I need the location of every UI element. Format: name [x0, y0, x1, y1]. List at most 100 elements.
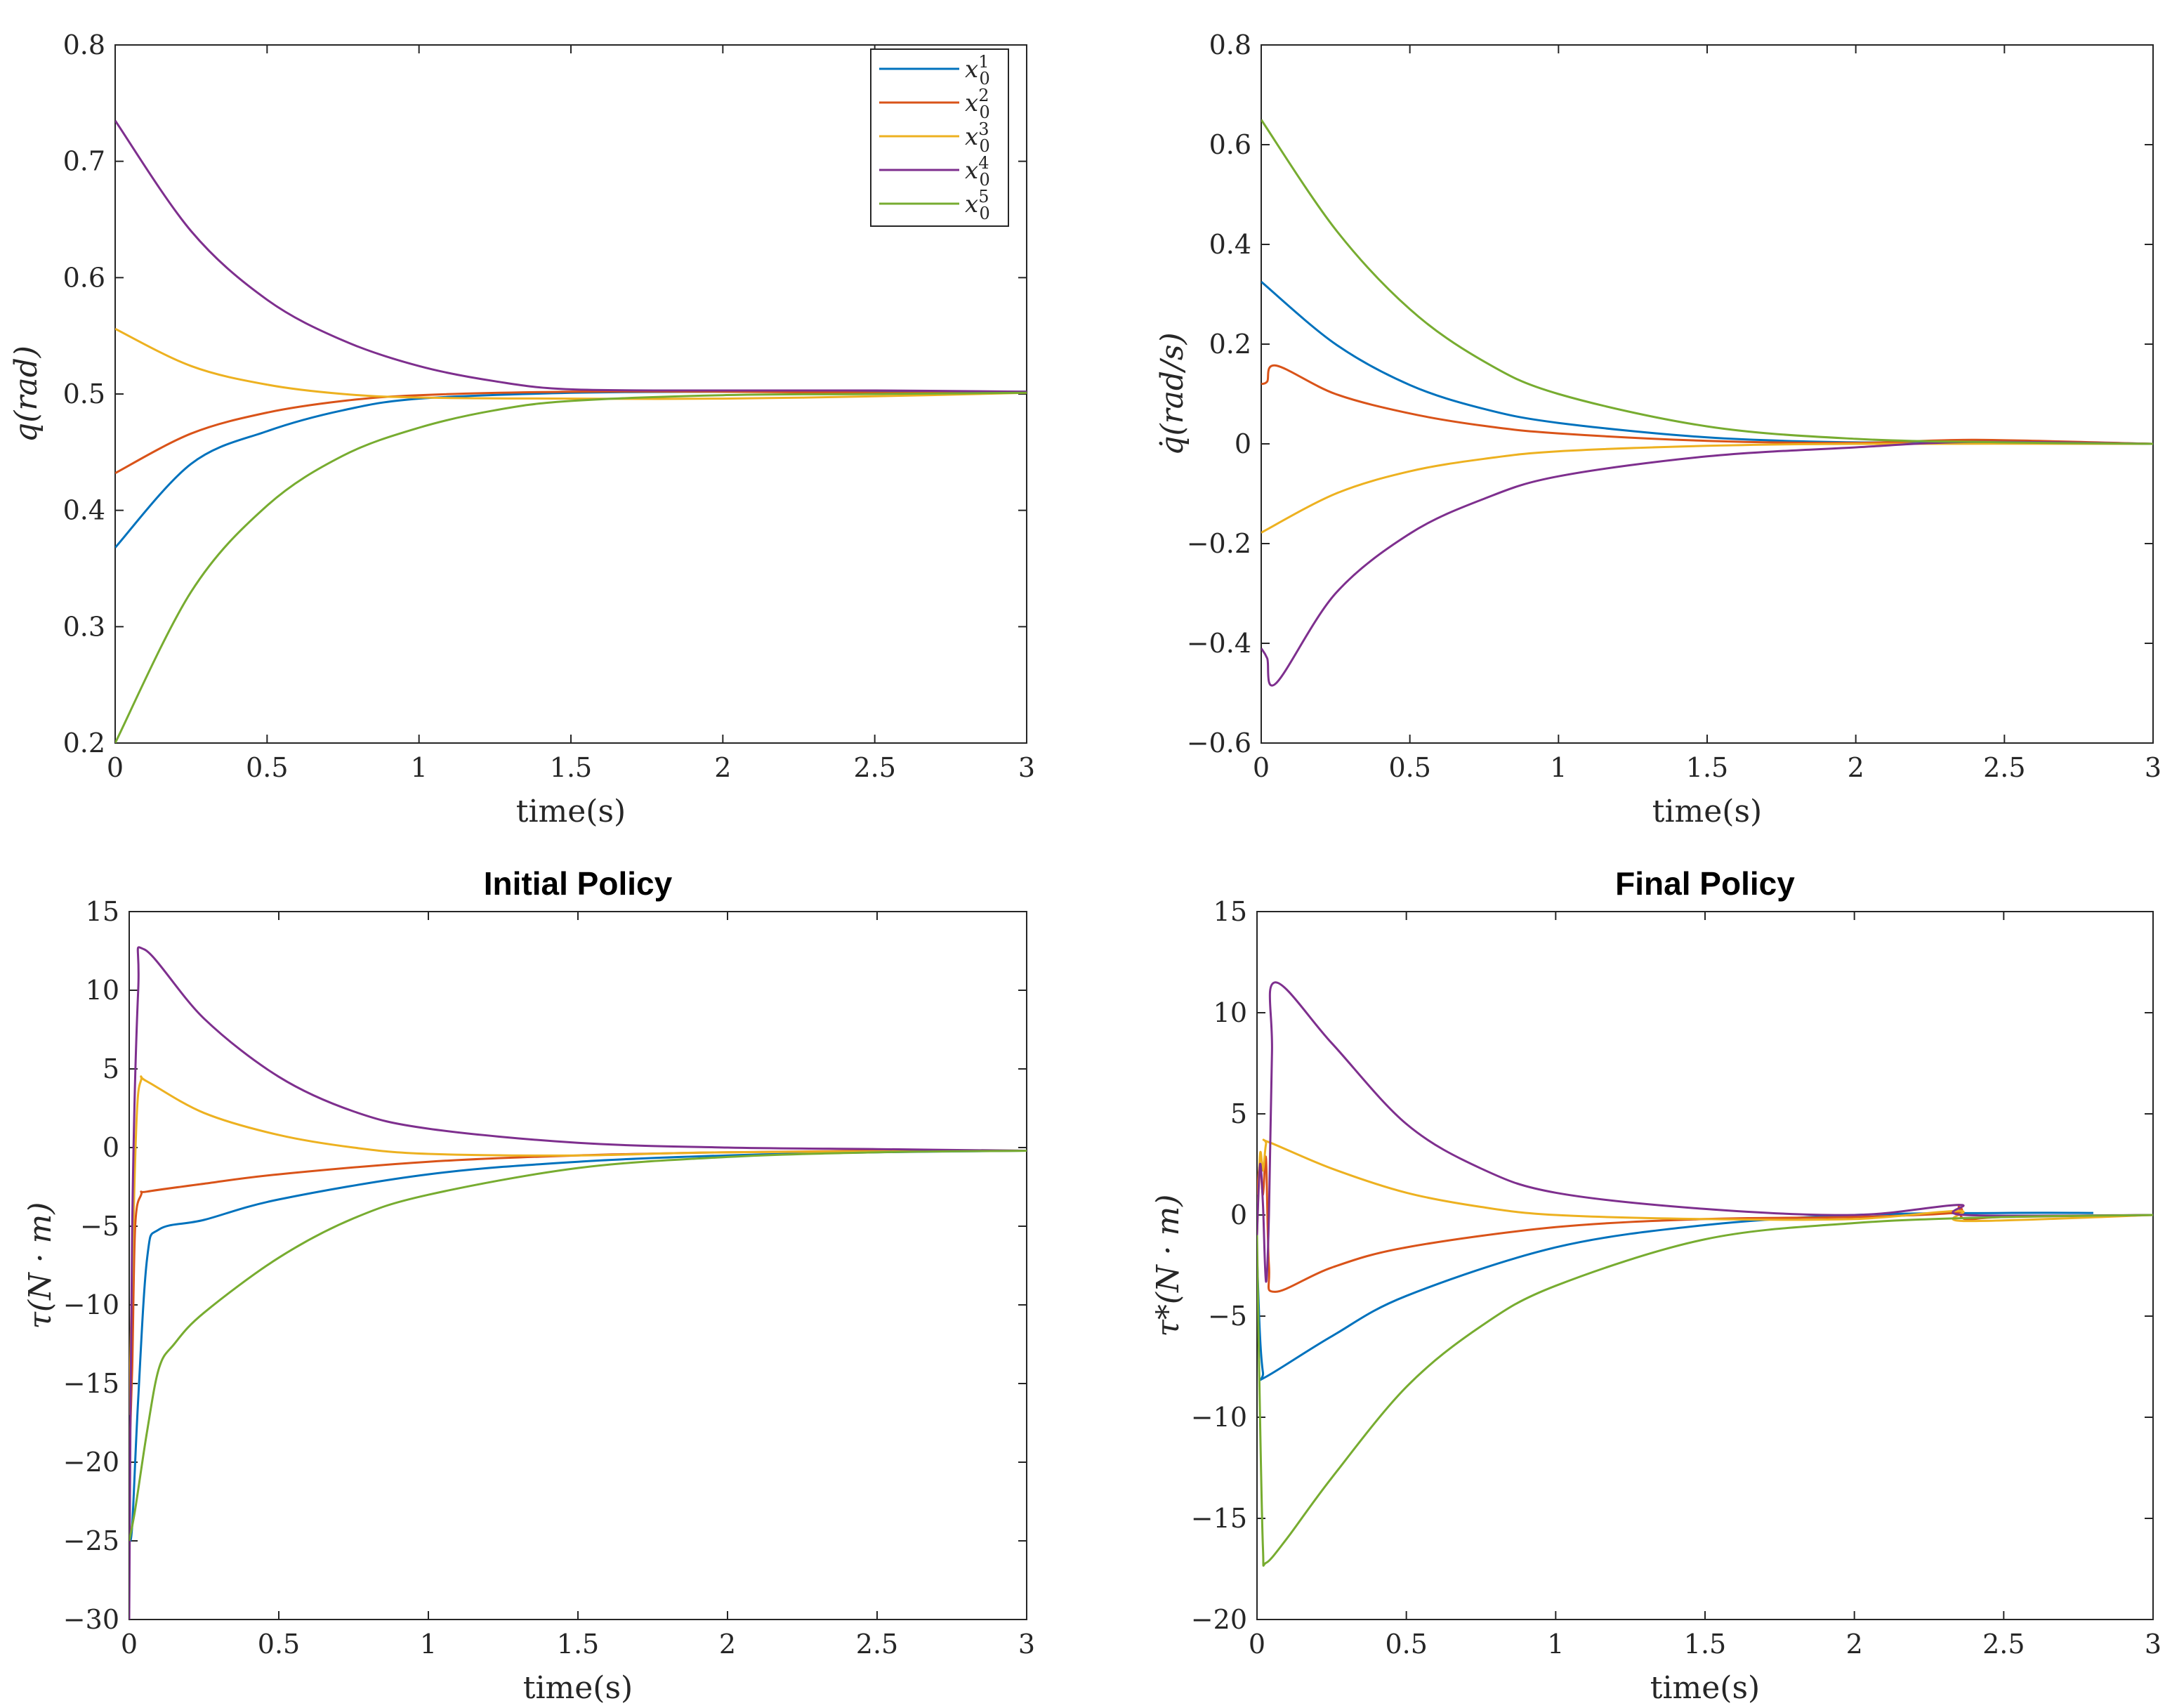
legend-entry-1: x1 0 — [965, 52, 990, 88]
y-tick-label: 0.7 — [63, 146, 105, 177]
final-policy-plot: 0 0.5 1 1.5 2 2.5 3 −20 −15 −10 −5 0 5 10 15 time(s) τ*(… — [1150, 865, 2161, 1706]
x-tick-label: 1.5 — [1686, 752, 1728, 783]
x-tick-label: 0.5 — [1385, 1629, 1427, 1660]
series-line-2 — [1257, 1155, 2153, 1293]
chart-title: Final Policy — [1615, 865, 1795, 902]
y-tick-label: −10 — [1191, 1402, 1247, 1433]
y-tick-label: −30 — [63, 1604, 119, 1635]
x-axis-label: time(s) — [1650, 1670, 1760, 1706]
legend-entry-4: x4 0 — [965, 153, 990, 190]
y-tick-label: −5 — [80, 1211, 119, 1242]
x-tick-label: 1 — [1547, 1629, 1564, 1660]
axes-box — [129, 911, 1027, 1620]
series-line-4 — [1257, 981, 2153, 1283]
x-tick-label: 2.5 — [1983, 752, 2025, 783]
y-tick-label: 0.2 — [1209, 329, 1251, 360]
qdot-plot: 0 0.5 1 1.5 2 2.5 3 −0.6 −0.4 −0.2 0 0.2 0.4 0.6 0.8 ti… — [1154, 29, 2161, 829]
series-line-4 — [115, 119, 1027, 393]
x-tick-label: 0 — [121, 1629, 138, 1660]
y-tick-label: −10 — [63, 1289, 119, 1320]
y-tick-label: 0.5 — [63, 379, 105, 409]
y-tick-label: −0.2 — [1187, 528, 1251, 559]
x-tick-label: 3 — [1018, 752, 1035, 783]
series-line-5 — [115, 391, 1027, 743]
q-plot: 0 0.5 1 1.5 2 2.5 3 0.2 0.3 0.4 0.5 0.6 0.7 0.8 time(s… — [8, 29, 1035, 829]
y-tick-label: 10 — [1213, 997, 1247, 1028]
x-tick-label: 1 — [1550, 752, 1567, 783]
axes-box — [1261, 44, 2154, 744]
x-axis-label: time(s) — [516, 794, 626, 829]
x-tick-label: 2.5 — [853, 752, 895, 783]
series-line-3 — [115, 327, 1027, 400]
y-axis-label: q̇(rad/s) — [1154, 332, 1190, 455]
series-group — [129, 946, 1027, 1620]
series-group — [1261, 119, 2153, 687]
y-tick-label: 0.3 — [63, 611, 105, 642]
y-tick-label: 0.8 — [1209, 29, 1251, 60]
x-tick-label: 1.5 — [550, 752, 592, 783]
legend-entry-2: x2 0 — [965, 86, 990, 122]
y-tick-label: −25 — [63, 1525, 119, 1556]
y-tick-label: 0.6 — [1209, 129, 1251, 160]
legend-entry-3: x3 0 — [965, 119, 990, 156]
y-tick-label: −20 — [1191, 1604, 1247, 1635]
series-line-5 — [1257, 1214, 2153, 1567]
legend-entry-5: x5 0 — [965, 187, 990, 223]
y-tick-label: 0.6 — [63, 262, 105, 293]
series-line-3 — [1257, 1138, 2153, 1235]
x-tick-label: 2 — [714, 752, 731, 783]
x-axis-label: time(s) — [1652, 794, 1762, 829]
y-axis-label: τ*(N · m) — [1150, 1195, 1186, 1337]
y-tick-label: −0.4 — [1187, 628, 1251, 659]
series-line-5 — [129, 1150, 1027, 1542]
y-tick-label: 15 — [86, 896, 119, 927]
x-tick-label: 1.5 — [1684, 1629, 1726, 1660]
x-axis-label: time(s) — [523, 1670, 633, 1706]
x-tick-label: 3 — [2145, 752, 2161, 783]
x-tick-label: 1.5 — [557, 1629, 599, 1660]
series-line-4 — [1261, 440, 2153, 687]
series-line-5 — [1261, 119, 2153, 445]
legend-box — [870, 48, 1009, 227]
y-tick-label: 0.8 — [63, 29, 105, 60]
x-tick-label: 2 — [1848, 752, 1864, 783]
chart-title: Initial Policy — [484, 865, 673, 902]
series-line-3 — [129, 1075, 1027, 1415]
y-tick-label: 0.4 — [1209, 229, 1251, 260]
x-tick-label: 0.5 — [246, 752, 288, 783]
x-tick-label: 2.5 — [856, 1629, 898, 1660]
x-tick-label: 1 — [411, 752, 428, 783]
x-tick-label: 0 — [1249, 1629, 1265, 1660]
axes-box — [1256, 911, 2154, 1620]
x-tick-label: 0.5 — [1388, 752, 1430, 783]
y-tick-label: −15 — [1191, 1503, 1247, 1534]
y-tick-label: 10 — [86, 975, 119, 1006]
initial-policy-plot: 0 0.5 1 1.5 2 2.5 3 −30 −25 −20 −15 −10 −5 0 5 10 15 time… — [22, 865, 1035, 1706]
y-tick-label: 0 — [103, 1132, 119, 1163]
y-tick-label: −20 — [63, 1447, 119, 1478]
series-group — [115, 119, 1027, 743]
x-tick-label: 2 — [719, 1629, 736, 1660]
x-tick-label: 0 — [107, 752, 124, 783]
x-tick-label: 2.5 — [1982, 1629, 2025, 1660]
legend: x1 0x2 0x3 0x4 0x5 0 — [870, 48, 1009, 227]
y-tick-label: 0 — [1230, 1200, 1247, 1230]
y-tick-label: −15 — [63, 1368, 119, 1399]
y-tick-label: 0.2 — [63, 728, 105, 758]
series-line-4 — [129, 946, 1027, 1620]
x-tick-label: 3 — [2145, 1629, 2161, 1660]
x-tick-label: 1 — [420, 1629, 437, 1660]
y-tick-label: 0 — [1235, 428, 1251, 459]
y-tick-label: 5 — [1230, 1098, 1247, 1129]
x-tick-label: 2 — [1846, 1629, 1863, 1660]
y-axis-label: q(rad) — [8, 346, 44, 442]
series-line-2 — [115, 390, 1027, 475]
series-group — [1257, 981, 2153, 1567]
x-tick-label: 0 — [1253, 752, 1270, 783]
y-tick-label: 5 — [103, 1053, 119, 1084]
y-tick-label: −0.6 — [1187, 728, 1251, 758]
x-tick-label: 0.5 — [258, 1629, 300, 1660]
y-axis-label: τ(N · m) — [22, 1202, 58, 1329]
y-tick-label: 0.4 — [63, 495, 105, 526]
x-tick-label: 3 — [1018, 1629, 1035, 1660]
